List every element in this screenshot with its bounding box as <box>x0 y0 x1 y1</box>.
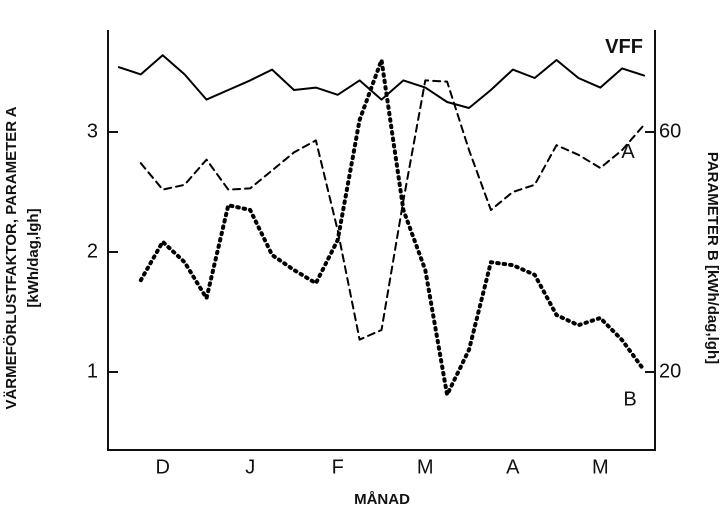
series-line <box>138 58 647 397</box>
series-line <box>117 54 646 109</box>
x-tick-label: J <box>245 456 255 478</box>
x-axis-label: MÅNAD <box>354 491 410 508</box>
y-axis-label: [kWh/dag,lgh] <box>25 208 42 307</box>
series-label: VFF <box>605 36 643 58</box>
x-tick-label: D <box>155 456 169 478</box>
series-label: B <box>623 388 636 410</box>
y2-axis-label: PARAMETER B [kWh/dag,lgh] <box>704 152 721 364</box>
y-axis-label: VÄRMEFÖRLUSTFAKTOR, PARAMETER A <box>3 106 20 409</box>
y-tick-label: 3 <box>87 120 98 142</box>
series-line <box>139 79 646 341</box>
plot-frame <box>107 30 656 451</box>
series-label: A <box>621 141 635 163</box>
y-tick-label: 2 <box>87 240 98 262</box>
y2-tick-label: 60 <box>659 120 681 142</box>
y-tick-label: 1 <box>87 360 98 382</box>
y2-tick-label: 20 <box>659 360 681 382</box>
x-tick-label: F <box>332 456 344 478</box>
x-tick-label: A <box>506 456 520 478</box>
x-tick-label: M <box>417 456 434 478</box>
x-tick-label: M <box>592 456 609 478</box>
